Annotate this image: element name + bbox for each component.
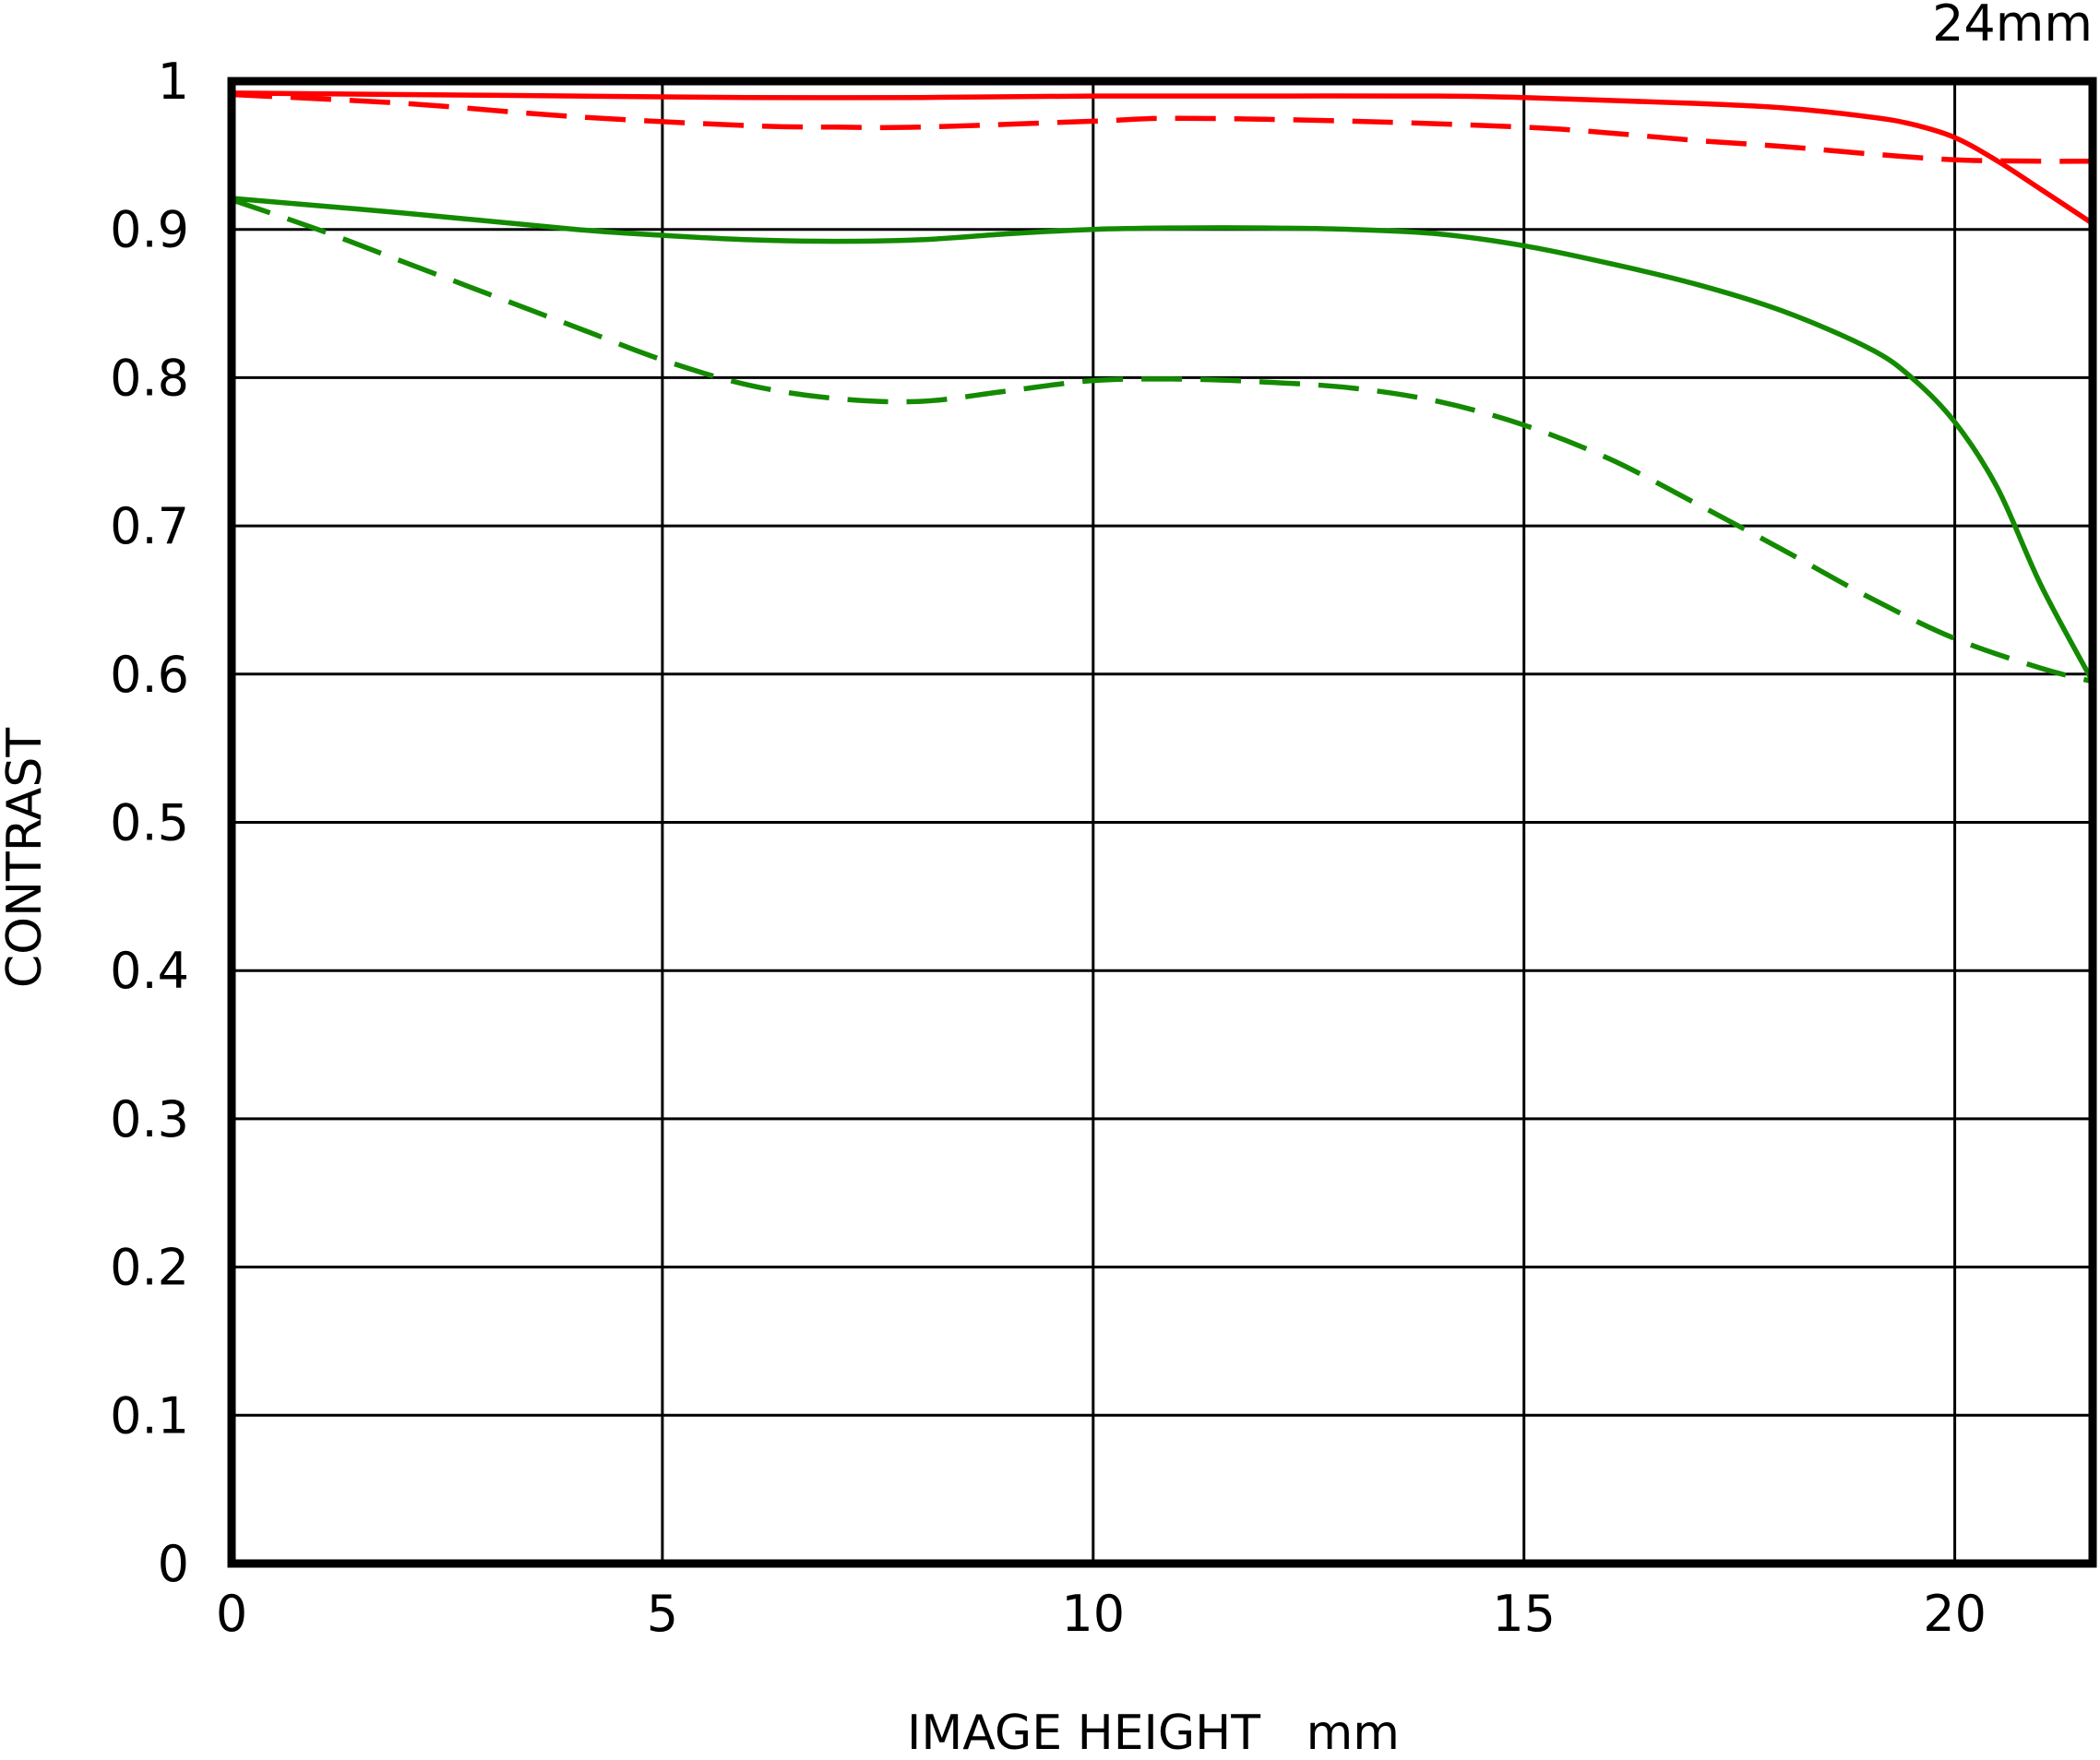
series-line-green-dashed xyxy=(231,196,2094,684)
y-tick-label: 0.5 xyxy=(110,794,189,852)
series-line-red-dashed xyxy=(231,91,2094,164)
chart-title: 24mm xyxy=(1932,0,2093,53)
y-tick-label: 0.3 xyxy=(110,1090,189,1148)
y-tick-label: 0.4 xyxy=(110,942,189,1000)
y-axis-title: CONTRAST xyxy=(0,728,53,989)
x-tick-label: 10 xyxy=(1061,1585,1125,1643)
series-line-red-solid xyxy=(231,90,2094,226)
series-line-green-solid xyxy=(231,196,2095,684)
x-tick-label: 5 xyxy=(647,1585,678,1643)
x-axis-title: IMAGE HEIGHT mm xyxy=(907,1706,1400,1760)
y-tick-label: 0 xyxy=(158,1535,189,1593)
series-lines xyxy=(231,90,2095,684)
y-tick-labels: 0 0.1 0.2 0.3 0.4 0.5 0.6 0.7 0.8 0.9 1 xyxy=(110,53,189,1593)
y-tick-label: 0.6 xyxy=(110,646,189,704)
y-tick-label: 1 xyxy=(158,53,189,111)
y-tick-label: 0.2 xyxy=(110,1239,189,1297)
x-tick-labels: 0 5 10 15 20 xyxy=(216,1585,1987,1643)
x-tick-label: 20 xyxy=(1923,1585,1987,1643)
y-tick-label: 0.1 xyxy=(110,1386,189,1445)
y-tick-label: 0.7 xyxy=(110,497,189,555)
y-tick-label: 0.8 xyxy=(110,349,189,407)
plot-frame xyxy=(227,77,2097,1568)
y-tick-label: 0.9 xyxy=(110,201,189,259)
x-tick-label: 0 xyxy=(216,1585,247,1643)
x-tick-label: 15 xyxy=(1492,1585,1556,1643)
